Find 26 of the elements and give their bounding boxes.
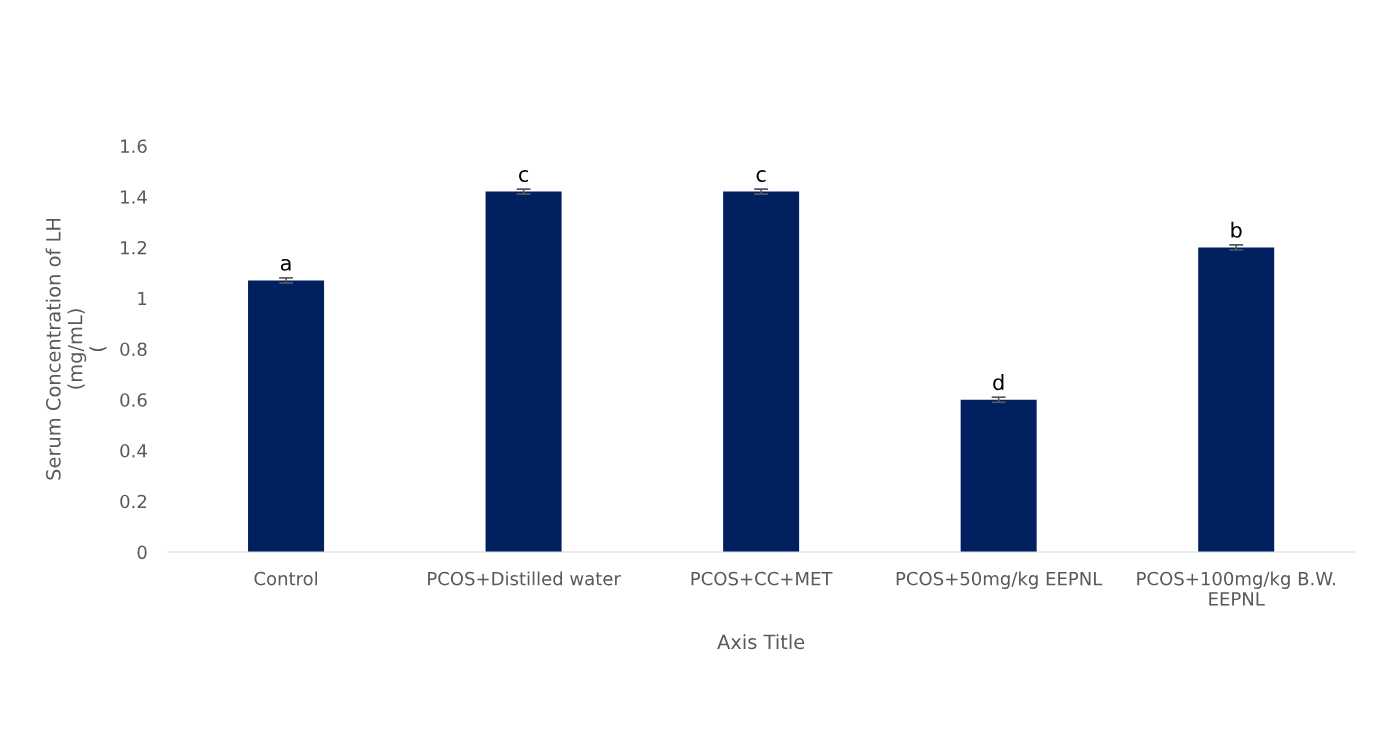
annotation: c bbox=[756, 170, 766, 183]
y-tick-label: 1.4 bbox=[121, 190, 147, 204]
y-tick-label: 0.6 bbox=[120, 393, 147, 407]
bar bbox=[723, 191, 800, 553]
y-tick-label: 0 bbox=[137, 545, 147, 560]
y-tick-label: 0.8 bbox=[120, 342, 147, 357]
y-tick-label: 0.2 bbox=[120, 494, 147, 509]
bar bbox=[248, 280, 325, 553]
y-axis-title: Serum Concentration of LH (mg/mL) ( bbox=[45, 218, 107, 480]
x-tick-label: PCOS+Distilled water bbox=[428, 571, 621, 586]
x-tick-label: PCOS+50mg/kg EEPNL bbox=[896, 571, 1103, 589]
y-tick-label: 1.2 bbox=[121, 240, 147, 255]
x-tick-label: Control bbox=[254, 571, 317, 586]
annotation: d bbox=[993, 374, 1004, 391]
annotation: b bbox=[1231, 221, 1242, 238]
y-tick-label: 0.4 bbox=[120, 443, 147, 458]
bar bbox=[960, 399, 1037, 553]
y-tick-label: 1 bbox=[138, 291, 147, 306]
bar bbox=[1198, 247, 1275, 553]
annotation: a bbox=[280, 258, 291, 271]
annotation: c bbox=[519, 170, 529, 183]
x-tick-label: PCOS+CC+MET bbox=[691, 571, 833, 586]
bar bbox=[485, 191, 562, 553]
x-tick-label: PCOS+100mg/kg B.W. EEPNL bbox=[1137, 571, 1335, 606]
y-tick-label: 1.6 bbox=[121, 139, 147, 154]
x-axis-title: Axis Title bbox=[717, 634, 805, 650]
